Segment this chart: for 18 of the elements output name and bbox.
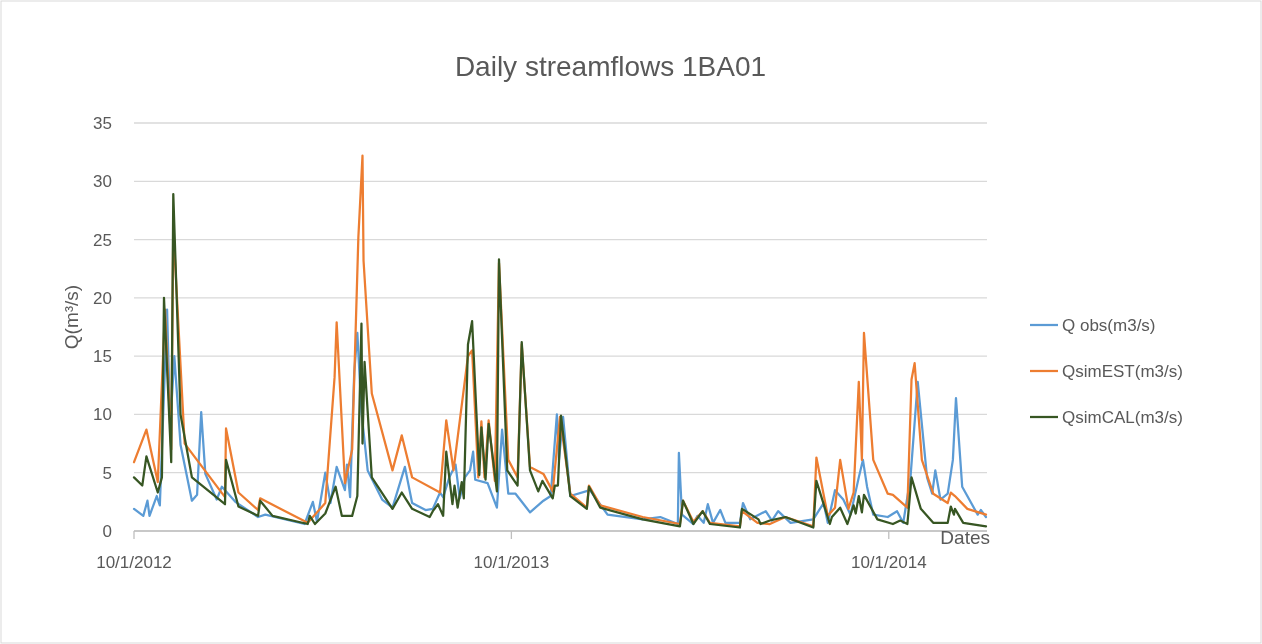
y-tick-label: 15 [93,347,112,367]
chart-title: Daily streamflows 1BA01 [454,51,767,82]
y-tick-label: 30 [93,172,112,192]
y-tick-label: 10 [93,405,112,425]
legend-label: QsimEST(m3/s) [1062,362,1183,381]
y-tick-label: 5 [102,463,112,483]
legend-label: Q obs(m3/s) [1062,316,1156,335]
y-tick-label: 0 [102,522,112,541]
x-tick-label: 10/1/2013 [473,553,550,572]
x-tick-label: 10/1/2012 [96,553,172,572]
y-axis-title: Q(m³/s) [61,284,82,350]
x-axis-title: Dates [940,527,990,548]
y-tick-label: 20 [93,288,112,308]
y-tick-label: 25 [93,230,112,250]
legend-label: QsimCAL(m3/s) [1062,408,1183,427]
y-tick-label: 35 [93,114,112,133]
x-tick-label: 10/1/2014 [850,553,927,572]
line-series [132,308,988,526]
